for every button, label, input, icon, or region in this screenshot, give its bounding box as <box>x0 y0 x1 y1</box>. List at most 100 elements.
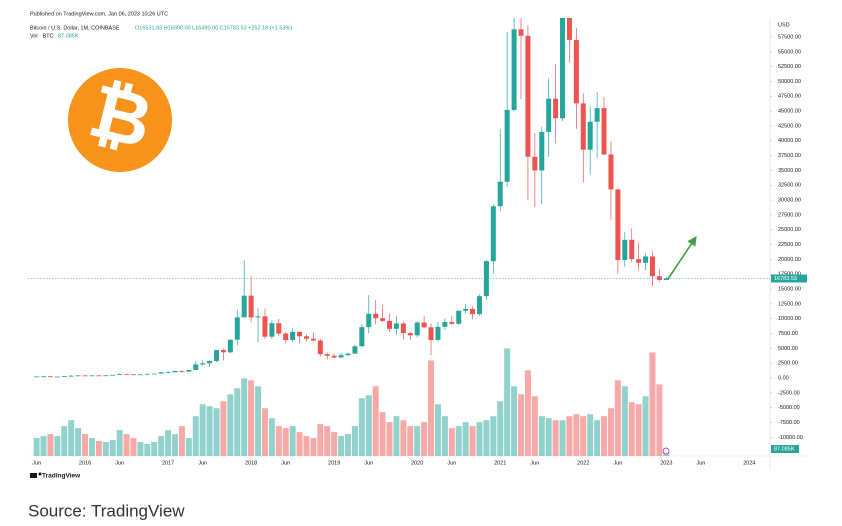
candle-body <box>359 327 365 347</box>
volume-bar <box>504 348 511 456</box>
volume-label: 87.085K <box>774 446 795 452</box>
volume-value: 87.085K <box>58 33 79 39</box>
candle-body <box>497 181 503 207</box>
candle-body <box>656 276 662 280</box>
candle-body <box>483 261 489 297</box>
volume-bar <box>469 426 476 456</box>
candle-body <box>89 375 95 377</box>
candle-body <box>68 375 74 377</box>
candle-body <box>324 354 330 356</box>
volume-label-box <box>771 445 799 453</box>
candle-body <box>227 339 233 353</box>
candle-body <box>601 108 607 155</box>
x-tick-label: Jun <box>364 460 373 466</box>
candle-body <box>380 318 386 321</box>
volume-bar <box>448 428 455 456</box>
volume-bar <box>635 404 642 456</box>
y-tick-label: 52500.00 <box>778 64 801 70</box>
candle-body <box>297 331 303 337</box>
candle-body <box>96 375 102 377</box>
volume-bar <box>531 396 538 456</box>
volume-bar <box>220 401 227 456</box>
candle-body <box>151 373 157 375</box>
volume-bar <box>144 444 151 456</box>
volume-bar <box>75 428 82 456</box>
y-tick-label: 45000.00 <box>778 109 801 115</box>
y-tick-label: 27500.00 <box>778 212 801 218</box>
y-tick-label: 22500.00 <box>778 242 801 248</box>
candle-body <box>400 323 406 334</box>
candle-body <box>643 256 649 263</box>
volume-bar <box>524 370 531 456</box>
volume-bar <box>165 430 172 456</box>
volume-bar <box>497 401 504 456</box>
volume-bar <box>414 426 421 456</box>
volume-bar <box>178 426 185 456</box>
y-tick-label: 5000.00 <box>778 346 798 352</box>
y-tick-label: -10000.00 <box>778 435 803 441</box>
volume-bar <box>192 416 199 456</box>
candle-body <box>525 35 531 157</box>
volume-bar <box>511 386 518 456</box>
x-tick-label: Jun <box>32 460 41 466</box>
candle-body <box>241 295 247 318</box>
volume-bar <box>158 436 165 456</box>
volume-bar <box>261 408 268 456</box>
candle-body <box>179 370 185 372</box>
y-tick-label: 57500.00 <box>778 34 801 40</box>
volume-bar <box>649 352 656 456</box>
volume-bar <box>621 386 628 456</box>
published: Published on TradingView.com, Jan 06, 20… <box>30 11 168 17</box>
volume-bar <box>310 438 317 456</box>
x-tick-label: Jun <box>613 460 622 466</box>
x-tick-label: Jun <box>115 460 124 466</box>
volume-bar <box>628 402 635 456</box>
volume-bar <box>268 418 275 456</box>
volume-bar <box>386 422 393 456</box>
volume-bar <box>296 432 303 456</box>
volume-bar <box>123 434 130 456</box>
volume-bar <box>483 420 490 456</box>
volume-bar <box>282 428 289 456</box>
bitcoin-logo <box>68 68 172 172</box>
event-icon <box>662 447 670 455</box>
candle-body <box>200 363 206 365</box>
x-tick-label: 2017 <box>162 460 174 466</box>
candle-body <box>442 321 448 327</box>
y-tick-label: 12500.00 <box>778 301 801 307</box>
volume-bar <box>54 436 61 456</box>
candle-body <box>276 323 282 334</box>
volume-bar <box>255 386 262 456</box>
y-tick-label: -7500.00 <box>778 420 800 426</box>
x-tick-label: Jun <box>530 460 539 466</box>
y-tick-label: 25000.00 <box>778 227 801 233</box>
brand: TradingView <box>42 473 81 480</box>
candle-body <box>518 29 524 36</box>
candle-body <box>283 333 289 341</box>
y-tick-label: 15000.00 <box>778 286 801 292</box>
volume-bar <box>82 434 89 456</box>
volume-bar <box>47 434 54 456</box>
candle-body <box>220 350 226 353</box>
candle-body <box>303 336 309 339</box>
volume-bar <box>61 426 68 456</box>
candle-body <box>622 239 628 260</box>
candle-body <box>566 18 572 40</box>
candle-body <box>61 376 67 377</box>
candle-body <box>234 317 240 340</box>
volume-bar <box>102 442 109 456</box>
volume-bar <box>234 388 241 456</box>
volume-bar <box>88 438 95 456</box>
volume-bar <box>656 384 663 456</box>
volume-bar <box>428 360 435 456</box>
volume-bar <box>199 404 206 456</box>
volume-bar <box>434 404 441 456</box>
volume-bar <box>358 398 365 456</box>
candle-body <box>504 109 510 182</box>
volume-bar <box>248 380 255 456</box>
candle-body <box>456 310 462 324</box>
candle-body <box>137 374 143 376</box>
candle-body <box>345 353 351 356</box>
candle-body <box>629 239 635 260</box>
